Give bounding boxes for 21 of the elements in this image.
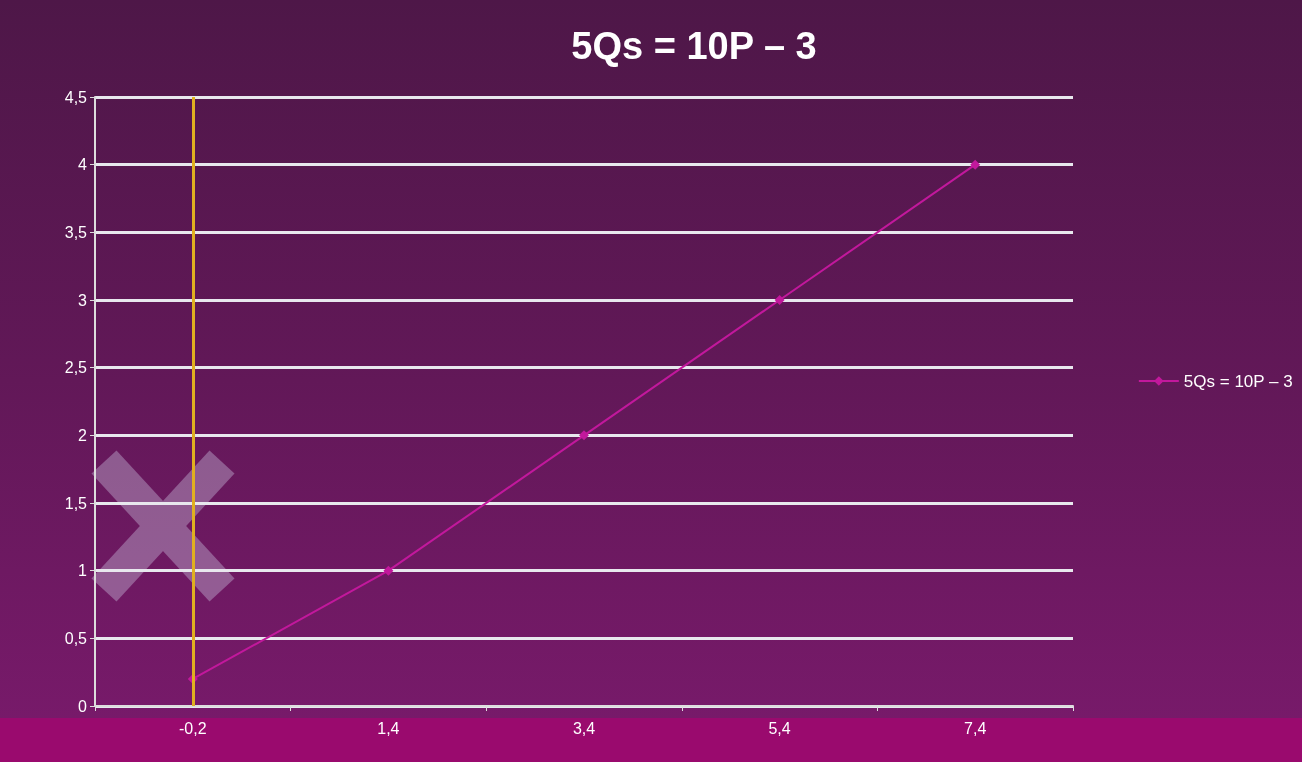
point xyxy=(774,295,785,305)
x-tick-label: -0,2 xyxy=(179,719,207,737)
y-tick-label: 0 xyxy=(78,697,88,715)
x-tick-label: 7,4 xyxy=(964,719,987,737)
legend-label: 5Qs = 10P – 3 xyxy=(1183,371,1293,391)
chart-title: 5Qs = 10P – 3 xyxy=(571,25,817,67)
y-tick-label: 1 xyxy=(78,562,88,580)
y-tick-label: 1,5 xyxy=(64,494,88,512)
point xyxy=(383,565,394,576)
y-tick-label: 3,5 xyxy=(64,223,88,241)
y-tick-label: 4 xyxy=(78,156,88,174)
x-tick-label: 5,4 xyxy=(768,719,791,737)
x-tick-label: 1,4 xyxy=(377,719,400,737)
y-tick-label: 0,5 xyxy=(64,629,88,647)
point xyxy=(579,430,589,441)
x-tick-label: 3,4 xyxy=(572,719,596,737)
y-tick-label: 3 xyxy=(78,291,88,309)
point xyxy=(970,159,981,170)
y-tick-label: 4,5 xyxy=(64,88,88,106)
y-tick-label: 2 xyxy=(78,426,88,444)
y-tick-label: 2,5 xyxy=(64,359,88,377)
